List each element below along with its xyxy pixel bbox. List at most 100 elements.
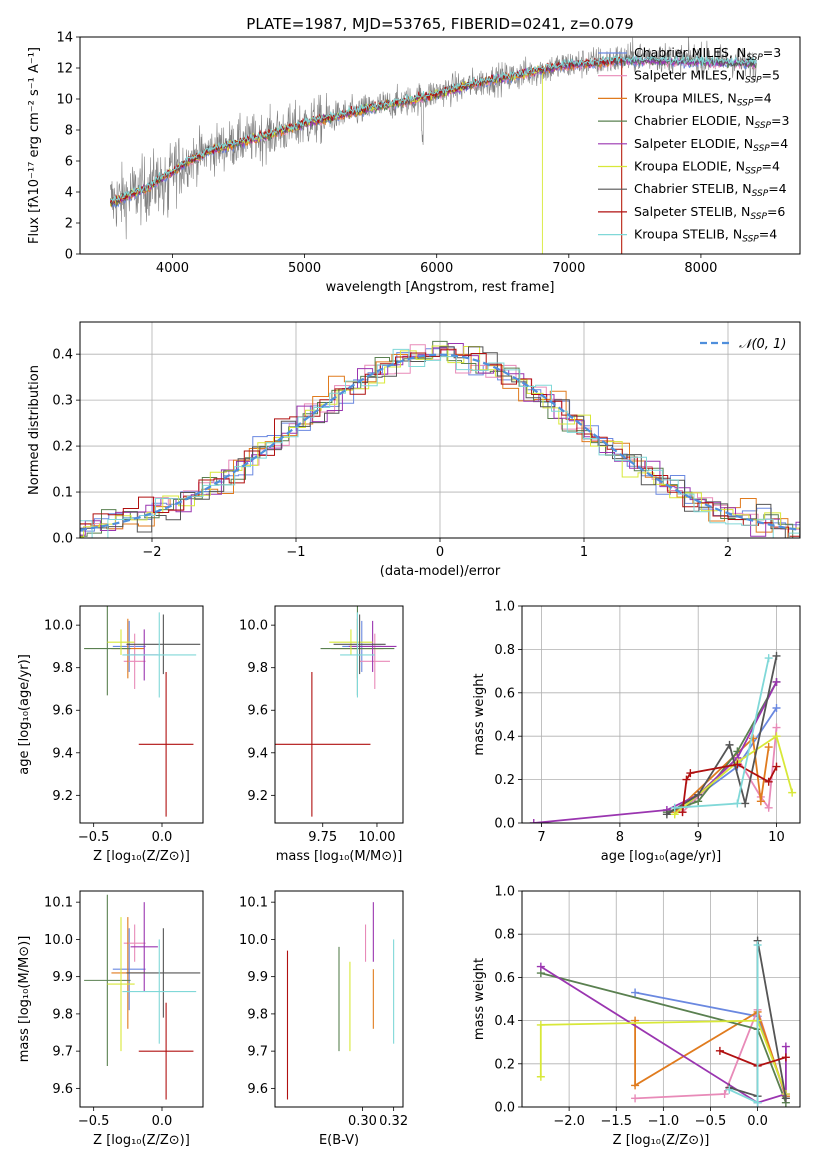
weight-marker [529,819,538,823]
y-tick-label: 10.0 [239,933,268,948]
x-axis-label: Z [log₁₀(Z/Z⊙)] [93,849,190,864]
x-tick-label: 0.32 [379,1114,408,1129]
x-tick-label: 0 [436,545,444,560]
y-tick-label: 9.6 [247,1082,268,1097]
weight-line [681,763,778,813]
x-tick-label: 2 [724,545,732,560]
legend-entry: Kroupa STELIB, NSSP=4 [634,227,777,245]
weight-marker [756,797,765,806]
weight-marker [733,760,742,769]
x-tick-label: 10.00 [358,830,395,845]
y-tick-label: 0.8 [494,928,515,943]
y-tick-label: 12 [56,62,73,77]
legend-entry: Salpeter MILES, NSSP=5 [634,68,780,86]
y-tick-label: 0.6 [494,971,515,986]
y-tick-label: 0.4 [52,348,73,363]
weight-line [674,736,770,813]
chart-mass_vs_Z: −0.5 0.0 9.6 9.7 9.8 9.9 10.0 10.1 Z [log₁₀(Z/Z⊙… [17,890,204,1148]
weight-marker [764,803,773,812]
figure-title: PLATE=1987, MJD=53765, FIBERID=0241, z=0… [246,15,633,33]
plot-area [80,340,800,538]
weight-marker [536,962,545,971]
weight-marker [764,743,773,752]
x-axis-label: mass [log₁₀(M/M⊙)] [276,849,403,864]
chart-mass_vs_ebv: 0.30 0.32 9.6 9.7 9.8 9.9 10.0 10.1 E(B-V) [239,890,408,1148]
y-tick-label: 0.0 [494,817,515,832]
x-tick-label: 9 [694,830,702,845]
weight-marker [725,740,734,749]
y-tick-label: 9.6 [52,1082,73,1097]
axes-frame [274,890,404,1108]
chart-spectrum: 4000 5000 6000 7000 8000 0 2 4 6 8 10 12 14 wavelengt… [27,31,801,295]
weight-marker [631,1081,640,1090]
x-tick-label: −1.5 [600,1114,632,1129]
plot-area [275,606,397,817]
y-tick-label: 0.2 [494,773,515,788]
y-axis-label: mass weight [472,958,487,1040]
y-axis-label: mass [log₁₀(M/M⊙)] [17,936,32,1063]
weight-line [540,965,787,1104]
axes-frame [79,605,204,824]
y-tick-label: 9.8 [247,1007,268,1022]
plot-area [84,894,201,1100]
y-tick-label: 0.4 [494,1014,515,1029]
x-tick-label: 9.75 [308,830,337,845]
chart-residuals: −2 −1 0 1 2 0.0 0.1 0.2 0.3 0.4 (data-model)/error… [27,321,801,579]
x-tick-label: −1.0 [648,1114,680,1129]
weight-marker [753,941,762,949]
y-tick-label: 10.0 [44,933,73,948]
legend: Chabrier MILES, NSSP=3 Salpeter MILES, NS… [598,45,789,245]
weight-marker [631,988,640,997]
y-tick-label: 9.4 [247,746,268,761]
x-axis-label: age [log₁₀(age/yr)] [601,849,722,864]
chart-age_vs_Z: −0.5 0.0 9.2 9.4 9.6 9.8 10.0 Z [log₁₀(Z/Z⊙)] ag… [17,605,204,864]
legend-entry: Kroupa MILES, NSSP=4 [634,90,772,108]
weight-marker [788,788,797,797]
x-tick-label: 7 [537,830,545,845]
weight-line [539,1019,787,1095]
weight-marker [781,1094,790,1103]
plot-area [286,902,395,1100]
x-axis-label: Z [log₁₀(Z/Z⊙)] [613,1133,710,1148]
y-tick-label: 0.8 [494,643,515,658]
y-tick-label: 0.2 [494,1057,515,1072]
y-tick-label: 8 [65,124,73,139]
y-axis-label: Flux [fλ10⁻¹⁷ erg cm⁻² s⁻¹ A⁻¹] [27,47,42,244]
axes-frame [521,890,801,1108]
x-axis-label: wavelength [Angstrom, rest frame] [326,280,555,295]
weight-marker [772,703,781,712]
weight-marker [764,654,773,663]
histogram-step [80,348,800,538]
x-tick-label: −0.5 [78,1114,110,1129]
weight-marker [720,1090,729,1099]
x-tick-label: 7000 [552,261,585,276]
x-axis-label: E(B-V) [319,1133,359,1148]
y-tick-label: 9.9 [52,970,73,985]
legend-entry: Chabrier STELIB, NSSP=4 [634,181,787,199]
weight-marker [733,799,742,808]
plot-area [84,606,201,817]
chart-age_vs_mass: 9.75 10.00 9.2 9.4 9.6 9.8 10.0 mass [log₁₀(M/M… [239,605,404,864]
x-tick-label: −0.5 [78,830,110,845]
weight-marker [781,1042,790,1051]
axes-frame [79,36,801,255]
y-tick-label: 10.0 [44,619,73,634]
x-tick-label: 0.0 [152,1114,173,1129]
x-tick-label: 10 [768,830,785,845]
x-tick-label: 8 [616,830,624,845]
y-tick-label: 0.6 [494,686,515,701]
chart-weight_vs_age: 7 8 9 10 0.0 0.2 0.4 0.6 0.8 1.0 age [log₁₀(age/yr… [472,600,801,864]
x-tick-label: 1 [580,545,588,560]
y-axis-label: mass weight [472,673,487,755]
y-tick-label: 9.2 [52,789,73,804]
y-tick-label: 9.7 [52,1045,73,1060]
y-tick-label: 10 [56,93,73,108]
plot-area [536,936,790,1107]
weight-marker [678,808,687,817]
x-tick-label: 0.0 [152,830,173,845]
y-tick-label: 0.3 [52,394,73,409]
y-tick-label: 2 [65,217,73,232]
chart-weight_vs_Z: −2.0 −1.5 −1.0 −0.5 0.0 0.0 0.2 0.4 0.6 0.8 1.0 Z [… [472,885,801,1148]
weight-marker [772,732,781,741]
